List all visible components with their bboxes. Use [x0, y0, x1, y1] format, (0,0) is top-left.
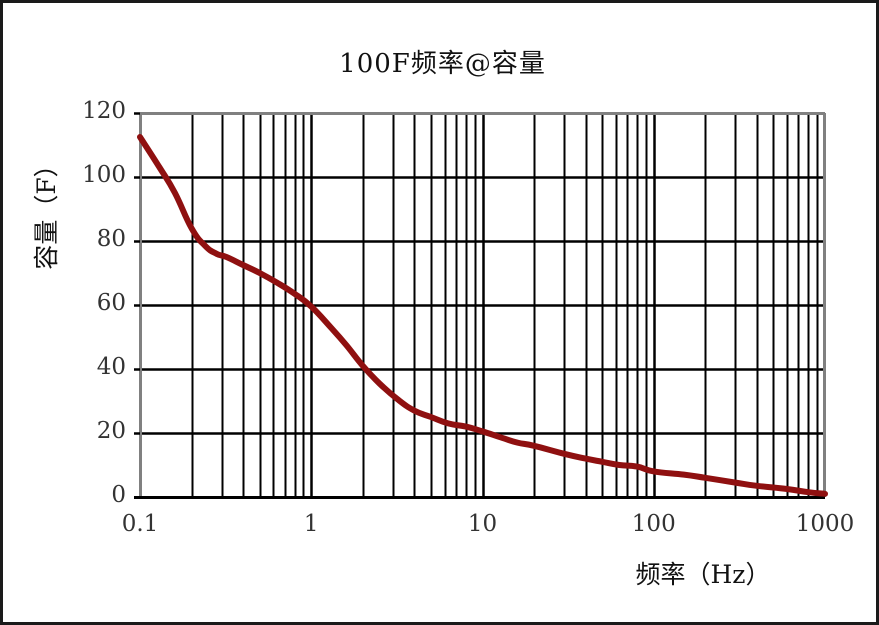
- y-tick-label: 60: [96, 290, 126, 316]
- x-tick-label: 1: [303, 511, 319, 537]
- y-tick-label: 80: [96, 226, 126, 252]
- x-tick-label: 100: [631, 511, 676, 537]
- y-axis-tick-marks: [134, 112, 140, 499]
- y-tick-label: 120: [82, 98, 126, 124]
- x-tick-label: 10: [467, 511, 498, 537]
- y-tick-label: 20: [96, 418, 126, 444]
- y-tick-label: 100: [82, 162, 126, 188]
- major-horizontal-gridlines: [140, 176, 825, 435]
- axis-frame: [134, 112, 826, 499]
- chart-title: 100F频率@容量: [339, 49, 546, 79]
- plot-canvas: [134, 112, 828, 499]
- x-tick-label: 0.1: [121, 511, 159, 537]
- y-tick-label: 0: [111, 482, 126, 508]
- y-tick-label: 40: [96, 354, 126, 380]
- x-axis-title: 频率（Hz）: [635, 560, 771, 589]
- data-series-capacitance: [137, 134, 828, 497]
- x-tick-label: 1000: [795, 511, 855, 537]
